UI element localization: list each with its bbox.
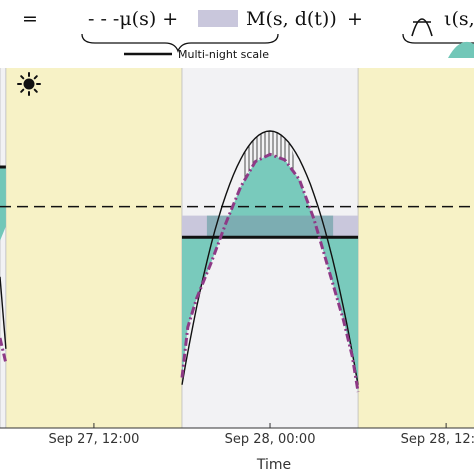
plot-area <box>0 68 474 428</box>
equals-sign: = <box>22 8 38 30</box>
offset-swatch <box>198 10 238 27</box>
mu-term: - - -μ(s) + <box>88 8 178 30</box>
nightly-curve-left <box>0 276 7 349</box>
hatched-area <box>243 131 297 180</box>
legend-teal-swatch <box>448 41 474 58</box>
nightly-curve <box>181 130 359 385</box>
night-band <box>0 68 6 428</box>
x-tick-label: Sep 28, 12:00 <box>401 432 474 447</box>
x-axis-label: Time <box>256 457 291 473</box>
sun-icon <box>17 72 41 96</box>
brace-right <box>402 33 474 44</box>
hatched-area-icon <box>411 18 433 37</box>
iota-term: ι(s, <box>444 8 474 30</box>
overlap-area <box>206 215 334 238</box>
x-tick-label: Sep 28, 00:00 <box>225 432 316 447</box>
residual-area-left <box>0 167 6 241</box>
day-band <box>358 68 474 428</box>
day-band <box>5 68 182 428</box>
x-ticks: Sep 27, 12:00 Sep 28, 00:00 Sep 28, 12:00 <box>48 423 474 447</box>
equation-header: = - - -μ(s) + M(s, d(t)) + ι(s, Multi-ni… <box>22 8 474 61</box>
observed-line-left <box>0 337 8 364</box>
x-tick-label: Sep 27, 12:00 <box>48 432 139 447</box>
m-term: M(s, d(t)) <box>246 8 337 30</box>
plus-sign: + <box>347 8 363 30</box>
residual-area <box>182 154 359 392</box>
observed-line <box>180 152 360 393</box>
period-bands <box>0 68 474 428</box>
legend-label: Multi-night scale <box>178 48 269 61</box>
brace <box>81 33 279 53</box>
series-lines <box>0 130 360 393</box>
area-fills <box>0 131 359 392</box>
